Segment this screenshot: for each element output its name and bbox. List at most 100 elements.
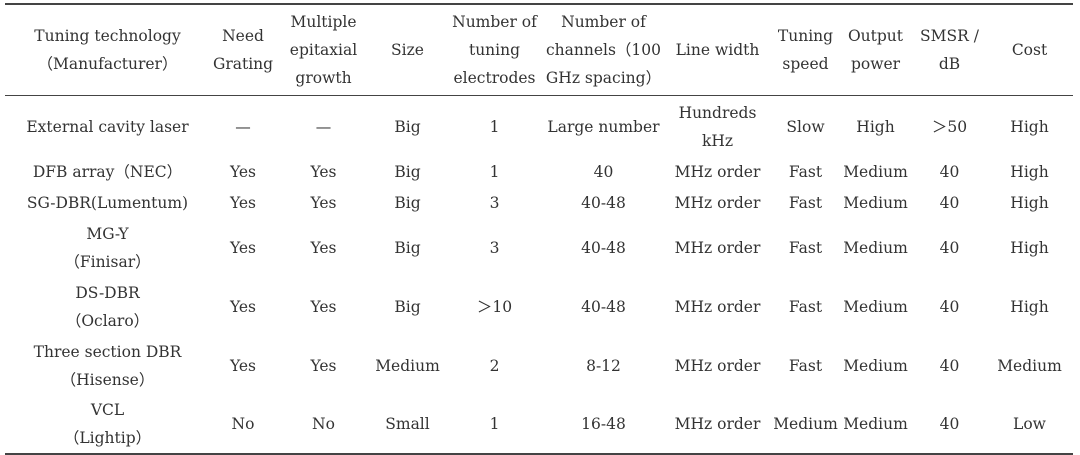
cell-tuning-speed: Slow <box>786 118 825 136</box>
cell-need-grating: Yes <box>229 193 256 212</box>
cell-line-width: MHz order <box>674 193 761 212</box>
cell-size: Big <box>394 297 421 316</box>
cell-smsr: ＞50 <box>931 118 968 136</box>
cell-smsr: 40 <box>913 395 986 455</box>
cell-line-width: MHz order <box>674 162 761 181</box>
header-tuning-speed: Tuning speed <box>773 3 838 96</box>
cell-channels: 8-12 <box>586 356 621 375</box>
cell-channels: 16-48 <box>545 395 662 455</box>
cell-output-power: Medium <box>843 297 908 316</box>
table-row: Three section DBR （Hisense） Yes Yes Mediu… <box>5 336 1073 395</box>
cell-technology: DS-DBR （Oclaro） <box>65 283 150 330</box>
cell-technology: VCL （Lightip） <box>5 395 210 455</box>
cell-size: Big <box>394 118 421 136</box>
cell-cost: High <box>1010 297 1049 316</box>
cell-channels: 40-48 <box>581 193 626 212</box>
cell-cost: Medium <box>997 356 1062 375</box>
cell-need-grating: Yes <box>229 356 256 375</box>
cell-tuning-speed: Fast <box>788 193 823 212</box>
cell-technology: Three section DBR （Hisense） <box>33 342 182 389</box>
cell-output-power: Medium <box>843 238 908 257</box>
cell-output-power: Medium <box>838 395 913 455</box>
cell-line-width: MHz order <box>674 238 761 257</box>
cell-need-grating: Yes <box>229 162 256 181</box>
header-size: Size <box>371 3 444 96</box>
header-multiple-epitaxial-growth: Multiple epitaxial growth <box>276 3 371 96</box>
cell-multiple-epitaxial: Yes <box>310 356 337 375</box>
cell-electrodes: 1 <box>489 162 500 181</box>
cell-multiple-epitaxial: Yes <box>310 297 337 316</box>
header-row: Tuning technology （Manufacturer） Need Grat… <box>5 3 1073 96</box>
cell-channels: Large number <box>547 118 660 136</box>
table-row: DFB array（NEC） Yes Yes Big 1 40 MHz orde… <box>5 156 1073 187</box>
cell-electrodes: 1 <box>444 395 545 455</box>
cell-multiple-epitaxial: No <box>276 395 371 455</box>
cell-electrodes: 3 <box>489 238 500 257</box>
table-row: MG-Y （Finisar） Yes Yes Big 3 40-48 MHz or… <box>5 218 1073 277</box>
header-need-grating: Need Grating <box>210 3 276 96</box>
cell-cost: Low <box>986 395 1073 455</box>
cell-multiple-epitaxial: — <box>315 118 332 136</box>
header-smsr: SMSR / dB <box>913 3 986 96</box>
cell-line-width: Hundreds kHz <box>678 104 757 150</box>
cell-electrodes: ＞10 <box>476 297 513 316</box>
cell-multiple-epitaxial: Yes <box>310 238 337 257</box>
cell-tuning-speed: Fast <box>788 356 823 375</box>
cell-line-width: MHz order <box>674 356 761 375</box>
cell-cost: High <box>1010 118 1049 136</box>
cell-smsr: 40 <box>939 193 960 212</box>
cell-output-power: Medium <box>843 162 908 181</box>
cell-channels: 40-48 <box>581 297 626 316</box>
cell-size: Small <box>371 395 444 455</box>
cell-tuning-speed: Fast <box>788 297 823 316</box>
cell-technology: SG-DBR(Lumentum) <box>26 193 189 212</box>
cell-technology: External cavity laser <box>26 118 189 136</box>
cell-size: Big <box>394 193 421 212</box>
cell-channels: 40-48 <box>581 238 626 257</box>
cell-electrodes: 1 <box>489 118 500 136</box>
cell-cost: High <box>1010 238 1049 257</box>
cell-output-power: Medium <box>843 193 908 212</box>
header-tuning-electrodes: Number of tuning electrodes <box>444 3 545 96</box>
cell-multiple-epitaxial: Yes <box>310 193 337 212</box>
cell-tuning-speed: Medium <box>773 395 838 455</box>
cell-size: Big <box>394 162 421 181</box>
cell-cost: High <box>1010 162 1049 181</box>
cell-smsr: 40 <box>939 162 960 181</box>
cell-smsr: 40 <box>939 297 960 316</box>
cell-electrodes: 2 <box>489 356 500 375</box>
cell-smsr: 40 <box>939 238 960 257</box>
table-row: VCL （Lightip） No No Small 1 16-48 MHz ord… <box>5 395 1073 455</box>
cell-need-grating: Yes <box>229 297 256 316</box>
header-channels: Number of channels（100 GHz spacing） <box>545 3 662 96</box>
cell-tuning-speed: Fast <box>788 238 823 257</box>
cell-output-power: High <box>856 118 895 136</box>
cell-technology: DFB array（NEC） <box>32 162 183 181</box>
cell-tuning-speed: Fast <box>788 162 823 181</box>
header-output-power: Output power <box>838 3 913 96</box>
table-body: External cavity laser — — Big 1 Large nu… <box>5 96 1073 455</box>
header-cost: Cost <box>986 3 1073 96</box>
cell-multiple-epitaxial: Yes <box>310 162 337 181</box>
header-tuning-technology: Tuning technology （Manufacturer） <box>5 3 210 96</box>
table-row: SG-DBR(Lumentum) Yes Yes Big 3 40-48 MHz… <box>5 187 1073 218</box>
cell-need-grating: — <box>235 118 251 136</box>
cell-need-grating: Yes <box>229 238 256 257</box>
cell-electrodes: 3 <box>489 193 500 212</box>
cell-size: Big <box>394 238 421 257</box>
cell-need-grating: No <box>210 395 276 455</box>
table-row: External cavity laser — — Big 1 Large nu… <box>5 96 1073 157</box>
table-header: Tuning technology （Manufacturer） Need Grat… <box>5 3 1073 96</box>
cell-line-width: MHz order <box>674 297 761 316</box>
header-line-width: Line width <box>662 3 773 96</box>
cell-channels: 40 <box>593 162 614 181</box>
cell-technology: MG-Y （Finisar） <box>64 224 151 271</box>
table-row: DS-DBR （Oclaro） Yes Yes Big ＞10 40-48 MHz… <box>5 277 1073 336</box>
cell-size: Medium <box>375 356 440 375</box>
cell-smsr: 40 <box>939 356 960 375</box>
cell-output-power: Medium <box>843 356 908 375</box>
cell-cost: High <box>1010 193 1049 212</box>
cell-line-width: MHz order <box>662 395 773 455</box>
comparison-table: Tuning technology （Manufacturer） Need Grat… <box>5 3 1073 455</box>
